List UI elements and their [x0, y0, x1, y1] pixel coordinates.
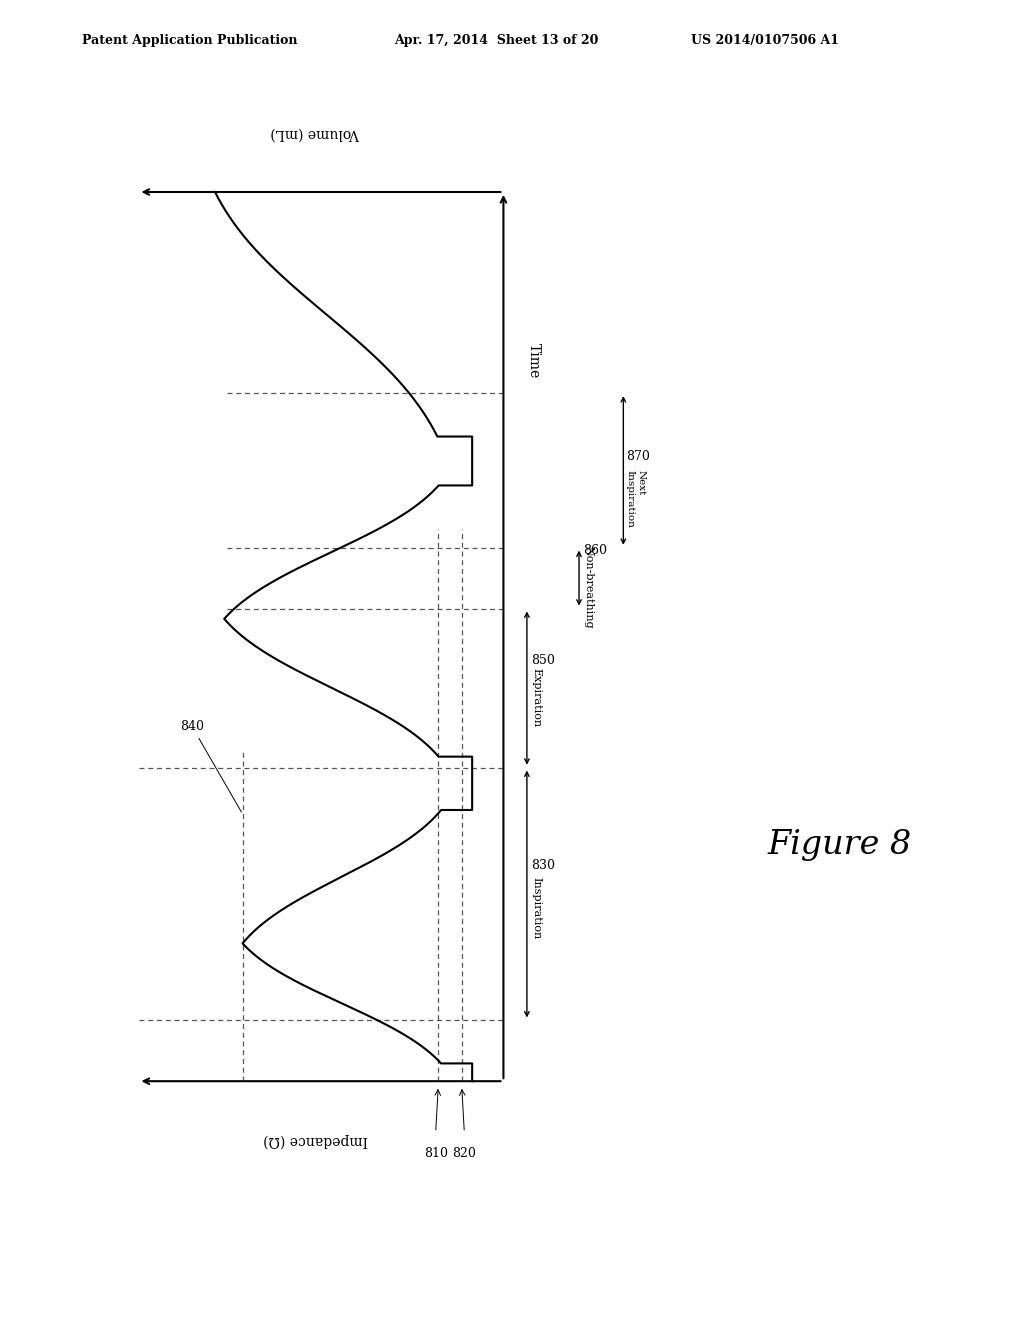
Text: Volume (mL): Volume (mL) [271, 127, 360, 140]
Text: Impedance (Ω): Impedance (Ω) [263, 1133, 369, 1147]
Text: 820: 820 [453, 1147, 476, 1160]
Text: Patent Application Publication: Patent Application Publication [82, 34, 297, 48]
Text: 840: 840 [180, 721, 242, 812]
Text: Next
Inspiration: Next Inspiration [626, 470, 645, 528]
Text: 860: 860 [584, 544, 607, 557]
Text: Non-breathing: Non-breathing [584, 546, 593, 628]
Text: 850: 850 [531, 653, 555, 667]
Text: 810: 810 [424, 1147, 447, 1160]
Text: 830: 830 [531, 859, 555, 873]
Text: Expiration: Expiration [531, 668, 541, 727]
Text: Figure 8: Figure 8 [768, 829, 911, 861]
Text: Apr. 17, 2014  Sheet 13 of 20: Apr. 17, 2014 Sheet 13 of 20 [394, 34, 599, 48]
Text: 870: 870 [626, 450, 650, 463]
Text: Inspiration: Inspiration [531, 876, 541, 939]
Text: Time: Time [527, 343, 541, 378]
Text: US 2014/0107506 A1: US 2014/0107506 A1 [691, 34, 840, 48]
